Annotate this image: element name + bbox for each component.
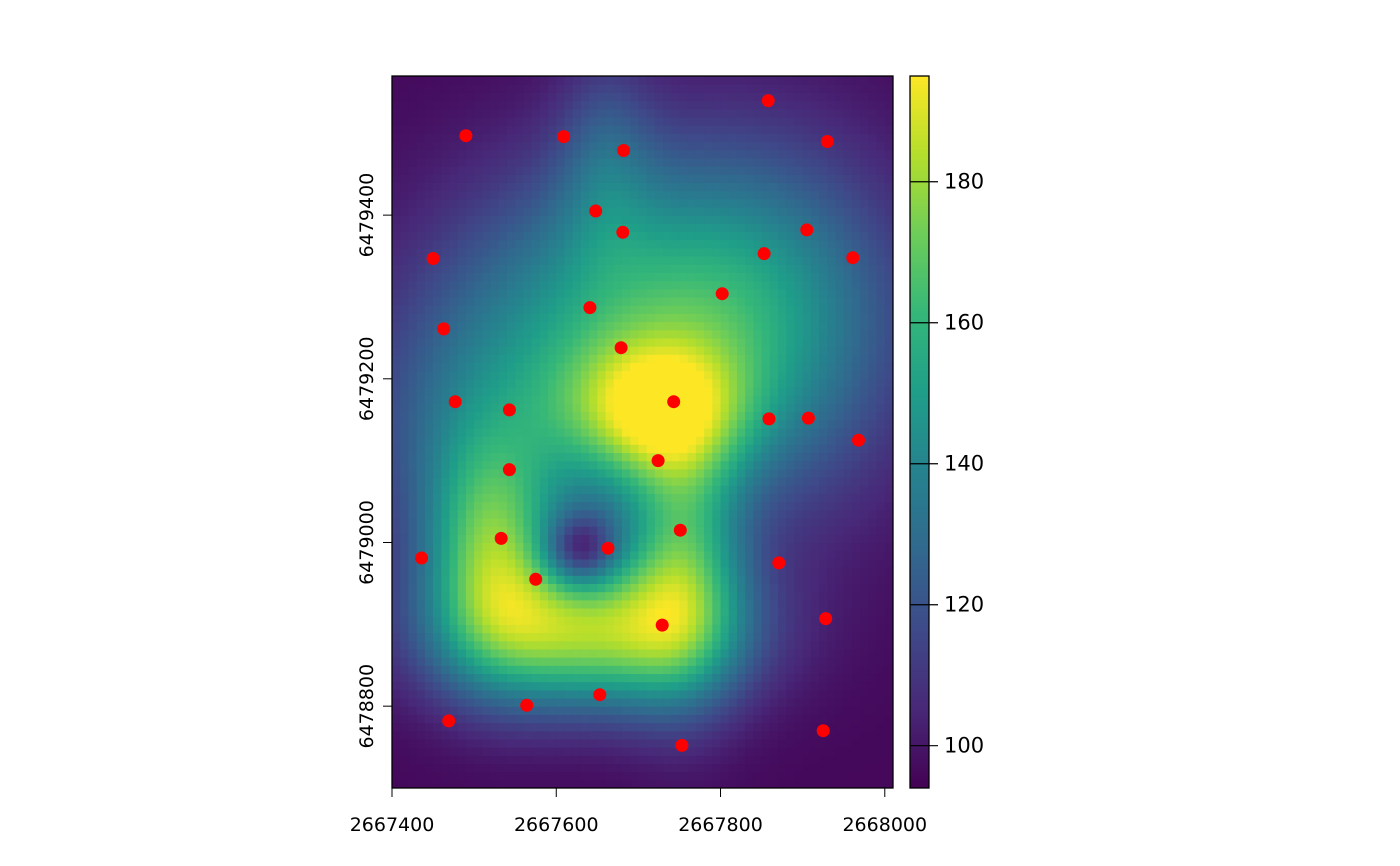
colorbar-tick-label-1: 100 (944, 734, 984, 758)
y-axis: 6478800 6479000 6479200 6479400 (356, 173, 393, 749)
y-tick-label-1: 6478800 (356, 664, 378, 749)
sample-point-2 (557, 130, 571, 144)
sample-point-6 (589, 204, 603, 218)
sample-point-32 (593, 688, 607, 702)
sample-point-16 (448, 395, 462, 409)
sample-point-12 (715, 287, 729, 301)
sample-point-22 (651, 454, 665, 468)
sample-point-17 (502, 403, 516, 417)
sample-point-29 (529, 572, 543, 586)
sample-point-15 (614, 341, 628, 355)
sample-point-24 (673, 523, 687, 537)
sample-point-26 (601, 541, 615, 555)
sample-point-14 (437, 322, 451, 336)
y-tick-label-3: 6479200 (356, 336, 378, 421)
sample-point-3 (617, 144, 631, 157)
y-tick-label-2: 6479000 (356, 500, 378, 585)
sample-point-19 (762, 412, 776, 426)
sample-point-34 (442, 714, 456, 728)
colorbar-tick-label-2: 120 (944, 593, 984, 617)
y-tick-label-4: 6479400 (356, 173, 378, 258)
x-tick-label-2: 2667600 (514, 814, 599, 836)
sample-point-25 (494, 531, 508, 545)
x-tick-label-4: 2668000 (842, 814, 927, 836)
sample-point-35 (816, 724, 830, 738)
sample-point-8 (800, 223, 814, 237)
sample-point-20 (801, 411, 815, 425)
sample-point-36 (675, 738, 689, 752)
x-tick-label-1: 2667400 (350, 814, 435, 836)
sample-point-11 (426, 252, 440, 265)
sample-point-33 (520, 698, 534, 712)
sample-points (415, 94, 865, 752)
sample-point-1 (459, 129, 473, 143)
sample-point-28 (772, 556, 786, 570)
sample-point-30 (819, 612, 833, 626)
heatmap-raster (392, 76, 893, 788)
sample-point-5 (820, 135, 834, 148)
colorbar-tick-label-5: 180 (944, 170, 984, 194)
x-axis: 2667400 2667600 2667800 2668000 (350, 787, 927, 836)
colorbar (909, 75, 930, 789)
sample-point-7 (616, 225, 630, 239)
sample-point-21 (852, 433, 865, 447)
sample-point-27 (415, 551, 429, 565)
sample-point-4 (761, 94, 775, 108)
x-tick-label-3: 2667800 (678, 814, 763, 836)
sample-point-10 (846, 251, 860, 265)
sample-point-31 (655, 618, 669, 632)
colorbar-tick-label-4: 160 (944, 311, 984, 335)
colorbar-axis: 100 120 140 160 180 (910, 170, 984, 758)
sample-point-13 (583, 301, 597, 315)
sample-point-9 (757, 247, 771, 261)
sample-point-23 (502, 463, 516, 477)
sample-point-18 (667, 395, 681, 409)
colorbar-tick-label-3: 140 (944, 452, 984, 476)
